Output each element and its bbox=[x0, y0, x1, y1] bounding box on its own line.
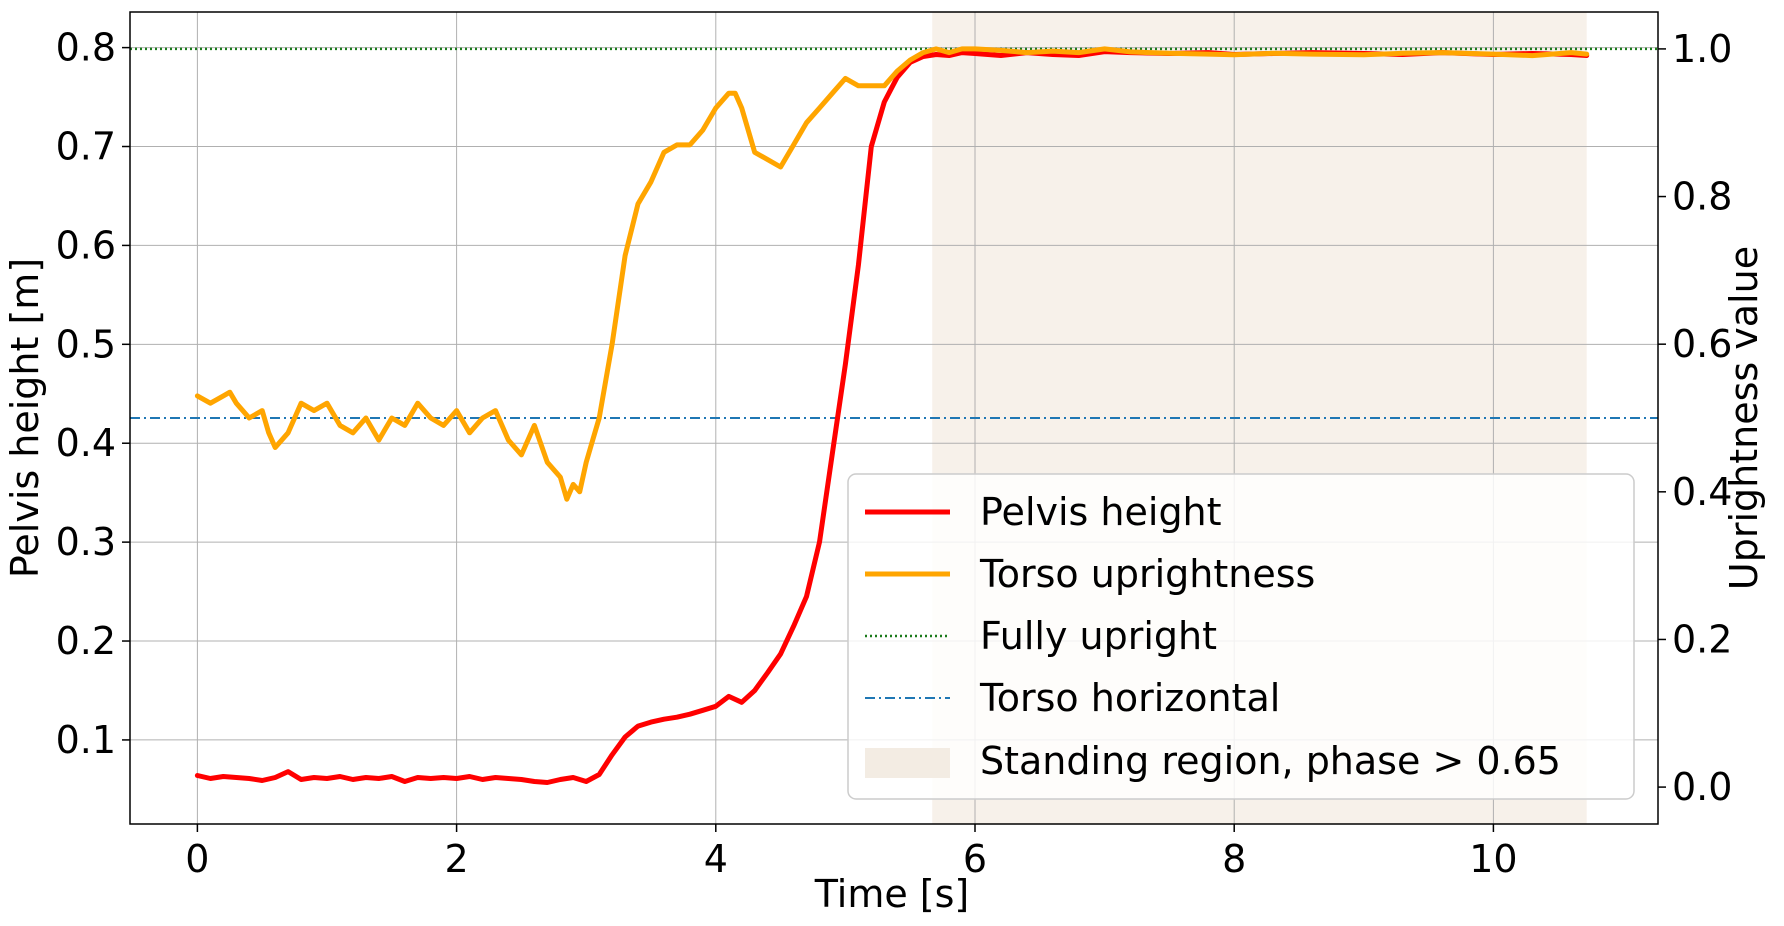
y-left-tick-label: 0.2 bbox=[56, 619, 116, 663]
x-tick-label: 2 bbox=[445, 837, 469, 881]
y-axis-right-label: Uprightness value bbox=[1722, 246, 1766, 590]
y-left-tick-label: 0.3 bbox=[56, 520, 116, 564]
legend-swatch-standing-region bbox=[865, 748, 950, 778]
y-left-tick-label: 0.7 bbox=[56, 125, 116, 169]
series-line-torso-uprightness bbox=[194, 46, 1590, 502]
y-right-tick-label: 0.4 bbox=[1672, 470, 1732, 514]
y-right-tick-label: 1.0 bbox=[1672, 27, 1732, 71]
x-tick-label: 6 bbox=[963, 837, 987, 881]
y-right-tick-label: 0.6 bbox=[1672, 322, 1732, 366]
plot-frame bbox=[129, 11, 1659, 825]
x-axis-label: Time [s] bbox=[814, 872, 970, 916]
legend-label-pelvis-height: Pelvis height bbox=[980, 490, 1222, 534]
y-axis-left-label: Pelvis height [m] bbox=[3, 258, 47, 578]
y-left-tick-label: 0.1 bbox=[56, 718, 116, 762]
y-right-tick-label: 0.2 bbox=[1672, 617, 1732, 661]
y-right-tick-label: 0.8 bbox=[1672, 175, 1732, 219]
x-tick-label: 8 bbox=[1222, 837, 1246, 881]
series-line-pelvis-height bbox=[194, 49, 1590, 785]
x-tick-label: 10 bbox=[1469, 837, 1517, 881]
y-left-tick-label: 0.6 bbox=[56, 223, 116, 267]
y-left-tick-label: 0.5 bbox=[56, 322, 116, 366]
y-right-tick-label: 0.0 bbox=[1672, 765, 1732, 809]
legend-frame bbox=[847, 473, 1635, 800]
x-tick-label: 0 bbox=[185, 837, 209, 881]
legend-label-torso-horizontal: Torso horizontal bbox=[979, 676, 1280, 720]
legend: Pelvis height Torso uprightness Fully up… bbox=[847, 473, 1635, 800]
y-left-tick-label: 0.4 bbox=[56, 421, 116, 465]
y-left-tick-label: 0.8 bbox=[56, 26, 116, 70]
axes: 0 2 4 6 8 10 0.1 0.2 0.3 0.4 0.5 0.6 0.7 0.8 0.0 0.2 0.4… bbox=[56, 11, 1732, 881]
x-tick-label: 4 bbox=[704, 837, 728, 881]
legend-label-fully-upright: Fully upright bbox=[980, 614, 1217, 658]
legend-label-standing-region: Standing region, phase > 0.65 bbox=[980, 739, 1561, 783]
legend-label-torso-uprightness: Torso uprightness bbox=[979, 552, 1315, 596]
